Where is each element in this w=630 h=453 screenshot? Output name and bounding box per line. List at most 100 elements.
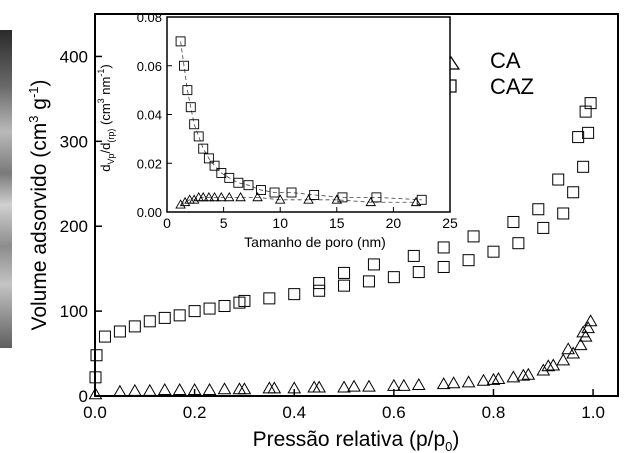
inset-y-tick-label: 0.06 [137,59,162,74]
main-y-axis-label-sup2: -1 [26,86,41,98]
main-caz-point [513,238,524,249]
main-caz-point [538,222,549,233]
main-x-axis-label-close: ) [452,428,459,451]
main-caz-point [264,293,275,304]
main-caz-point [339,267,350,278]
main-caz-point [585,98,596,109]
inset-x-tick-label: 15 [329,215,345,231]
inset-y-axis-label-units: (cm [98,103,113,128]
main-caz-point [314,285,325,296]
main-x-axis-label-sub: 0 [445,439,452,453]
main-ca-point [517,370,529,381]
main-x-axis-label: Pressão relativa (p/p0) [253,428,460,453]
main-caz-point [553,174,564,185]
legend: CA CAZ [443,48,534,99]
main-caz-point [508,216,519,227]
main-caz-point [159,312,170,323]
main-caz-point [314,278,325,289]
main-x-tick-label: 0.8 [482,403,506,422]
main-x-tick-label: 0.4 [282,403,306,422]
main-y-tick-label: 100 [60,302,88,321]
main-ca-point [159,384,171,395]
main-caz-point [558,208,569,219]
main-caz-point [468,231,479,242]
main-caz-point [408,250,419,261]
main-ca-point [487,374,499,385]
main-y-tick-label: 400 [60,47,88,66]
inset-y-axis-label-sub2: (rp) [106,129,116,143]
main-caz-point [583,127,594,138]
main-caz-point [438,242,449,253]
inset-y-tick-label: 0.04 [137,108,162,123]
inset-y-axis-label-sub1: Vp [106,153,116,164]
main-x-tick-label: 1.0 [581,403,605,422]
legend-caz-label: CAZ [490,74,534,99]
main-caz-point [463,255,474,266]
main-ca-point [463,376,475,387]
main-ca-point [219,383,231,394]
main-y-axis-label-close: ) [28,79,51,86]
inset-x-tick-label: 5 [220,215,228,231]
inset-plot-frame [167,17,450,212]
inset-y-tick-label: 0.08 [137,10,162,25]
main-caz-point [204,303,215,314]
main-ca-point [114,386,126,397]
main-ca-point [174,384,186,395]
inset-y-axis-label: dVp/d(rp) (cm3 nm-1) [96,64,116,171]
main-ca-point [413,379,425,390]
main-y-tick-label: 300 [60,132,88,151]
main-caz-point [413,267,424,278]
main-caz-point [129,321,140,332]
main-y-tick-label: 200 [60,217,88,236]
main-caz-point [99,331,110,342]
main-caz-point [368,259,379,270]
inset-y-axis-label-d: d [98,164,113,171]
main-caz-point [568,187,579,198]
main-caz-point [289,289,300,300]
main-caz-point [573,132,584,143]
main-ca-point [557,354,569,365]
main-caz-point [91,350,102,361]
main-caz-point [189,306,200,317]
main-ca-point [204,384,216,395]
main-caz-point [219,301,230,312]
main-x-axis-label-text: Pressão relativa (p/p [253,428,446,451]
inset-x-axis-label: Tamanho de poro (nm) [244,234,386,250]
main-caz-point [578,161,589,172]
inset-y-tick-label: 0.02 [137,156,162,171]
inset-x-tick-label: 20 [386,215,402,231]
main-ca-point [348,381,360,392]
main-caz-point [533,204,544,215]
main-x-tick-label: 0.6 [382,403,406,422]
inset-x-tick-label: 0 [163,215,171,231]
main-x-tick-label: 0.2 [183,403,207,422]
main-y-axis-label: Volume adsorvido (cm3 g-1) [26,79,51,330]
main-caz-point [388,272,399,283]
main-caz-point [144,316,155,327]
inset-x-tick-label: 10 [272,215,288,231]
inset-y-axis-label-units-close: ) [98,64,113,68]
main-ca-point [388,380,400,391]
main-y-axis-label-text: Volume adsorvido (cm [28,123,51,331]
inset-x-tick-label: 25 [442,215,458,231]
inset-y-tick-label: 0.00 [137,205,162,220]
inset-y-axis-label-units-mid: nm [98,77,113,99]
main-y-tick-label: 0 [79,387,88,406]
inset-y-axis-label-sup2: -1 [96,69,106,77]
main-ca-point [448,377,460,388]
main-caz-point [580,106,591,117]
main-caz-point [488,246,499,257]
main-y-axis-label-mid: g [28,98,51,116]
main-y-axis-label-sup1: 3 [26,116,41,123]
main-caz-point [363,276,374,287]
main-ca-point [144,385,156,396]
main-ca-point [129,385,141,396]
main-caz-point [438,261,449,272]
main-ca-point [398,380,410,391]
main-caz-point [114,326,125,337]
main-caz-point [339,280,350,291]
main-caz-point [174,310,185,321]
inset-y-axis-label-mid: /d [98,143,113,154]
legend-ca-label: CA [490,48,521,73]
